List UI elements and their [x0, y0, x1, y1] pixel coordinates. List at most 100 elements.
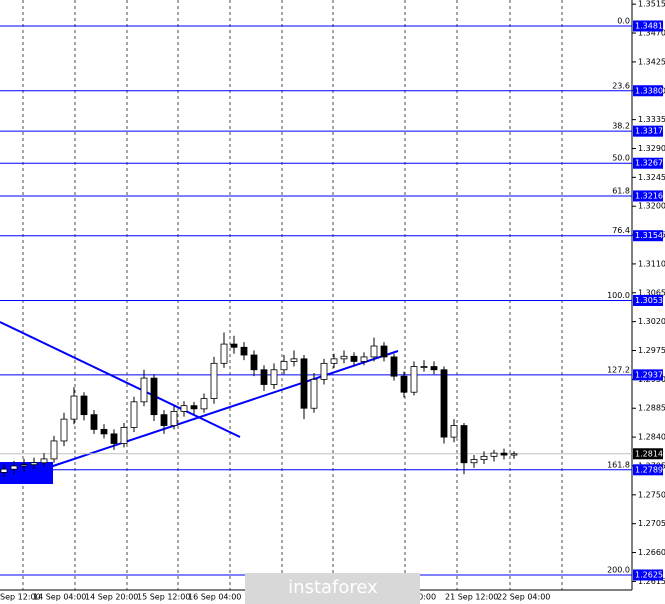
- y-tick-label: 1.3335: [638, 115, 665, 124]
- candle-body: [160, 414, 168, 426]
- fibo-price-label: 1.2937: [635, 370, 663, 379]
- candle-body: [310, 378, 318, 409]
- y-tick-label: 1.2750: [638, 490, 665, 499]
- candle-body: [460, 425, 468, 464]
- candle-body: [70, 395, 78, 420]
- fibo-price-label: 1.3267: [635, 159, 663, 168]
- candle-body: [410, 366, 418, 393]
- candle-body: [10, 465, 18, 470]
- x-tick-label: 20:00: [413, 593, 436, 602]
- time-grid: [22, 0, 563, 590]
- fibo-price-box: [633, 230, 663, 242]
- fibo-ratio: 76.4: [612, 226, 630, 235]
- candle-body: [30, 462, 38, 466]
- y-tick-label: 1.2705: [638, 519, 665, 528]
- y-tick-label: 1.2660: [638, 548, 665, 557]
- candle-body: [360, 356, 368, 362]
- x-tick-label: 16 Sep 04:00: [188, 593, 241, 602]
- fibo-price-box: [633, 85, 663, 97]
- candle-body: [130, 401, 138, 428]
- candle-body: [140, 377, 148, 403]
- fibo-ratio: 200.0: [607, 565, 630, 574]
- candle-body: [150, 377, 158, 416]
- fibo-price-box: [633, 294, 663, 306]
- candle-body: [510, 453, 518, 456]
- y-tick-label: 1.3110: [638, 259, 665, 268]
- fibo-price-box: [633, 20, 663, 32]
- candle-body: [90, 414, 98, 430]
- watermark-box: [245, 573, 420, 604]
- candle-body: [220, 343, 228, 364]
- candle-body: [430, 366, 438, 371]
- candle-body: [380, 345, 388, 358]
- y-tick-label: 1.2885: [638, 404, 665, 413]
- y-tick-label: 1.3470: [638, 29, 665, 38]
- candle-body: [120, 427, 128, 444]
- y-tick-label: 1.3290: [638, 144, 665, 153]
- candle-body: [500, 452, 508, 456]
- fibo-price-label: 1.3380: [635, 86, 663, 95]
- candle-body: [260, 369, 268, 385]
- x-tick-label: 14 Sep 20:00: [85, 593, 138, 602]
- fibo-price-box: [633, 125, 663, 137]
- fibo-price-box: [633, 157, 663, 169]
- fibo-price-box: [633, 464, 663, 476]
- current-price-box: [633, 448, 663, 460]
- fibo-price-label: 1.3317: [635, 127, 663, 136]
- y-tick-label: 1.3065: [638, 288, 665, 297]
- y-tick-label: 1.2840: [638, 433, 665, 442]
- candle-body: [480, 455, 488, 460]
- candle-body: [290, 358, 298, 362]
- fibo-price-label: 1.3053: [635, 296, 663, 305]
- fibo-price-box: [633, 569, 663, 581]
- fibo-price-box: [633, 190, 663, 202]
- fibo-ratio: 23.6: [612, 81, 630, 90]
- candle-body: [440, 369, 448, 438]
- fibo-ratio: 100.0: [607, 291, 630, 300]
- candle-body: [490, 452, 498, 457]
- candle-body: [200, 398, 208, 410]
- x-tick-label: 14 Sep 04:00: [33, 593, 86, 602]
- candle-body: [250, 354, 258, 371]
- fibo-ratio: 50.0: [612, 154, 630, 163]
- y-tick-label: 1.3425: [638, 57, 665, 66]
- candle-body: [230, 343, 238, 348]
- y-tick-label: 1.2615: [638, 577, 665, 586]
- fibo-price-box: [633, 369, 663, 381]
- candle-body: [300, 358, 308, 409]
- fibo-price-label: 1.3216: [635, 191, 663, 200]
- fibo-ratio: 127.2: [607, 365, 630, 374]
- fibo-price-label: 1.3481: [635, 21, 663, 30]
- x-tick-label: 22 Sep 04:00: [497, 593, 550, 602]
- candle-body: [210, 362, 218, 400]
- candle-body: [50, 440, 58, 460]
- candle-body: [340, 355, 348, 360]
- candle-body: [370, 345, 378, 358]
- candle-body: [320, 362, 328, 380]
- fibo-ratio: 61.8: [612, 186, 630, 195]
- fibo-price-label: 1.3154: [635, 231, 663, 240]
- current-price-label: 1.2814: [635, 449, 663, 458]
- candle-body: [20, 464, 28, 467]
- y-tick-label: 1.3200: [638, 202, 665, 211]
- y-tick-label: 1.3515: [638, 0, 665, 9]
- candle-body: [60, 418, 68, 442]
- candle-body: [450, 425, 458, 438]
- candle-body: [400, 375, 408, 393]
- watermark: instaforex: [288, 577, 378, 598]
- x-tick-label: 21 Sep 12:00: [445, 593, 498, 602]
- fibo-price-label: 1.2625: [635, 570, 663, 579]
- fibo-ratio: 0.0: [617, 16, 630, 25]
- candle-body: [110, 433, 118, 444]
- x-tick-label: 15 Sep 12:00: [137, 593, 190, 602]
- x-tick-label: Sep 12:00: [0, 593, 41, 602]
- candle-body: [390, 356, 398, 377]
- trend-line: [49, 350, 399, 468]
- candle-body: [180, 405, 188, 412]
- candle-body: [470, 459, 478, 464]
- candle-body: [270, 369, 278, 385]
- candle-body: [350, 355, 358, 362]
- fibo-price-label: 1.2789: [635, 465, 663, 474]
